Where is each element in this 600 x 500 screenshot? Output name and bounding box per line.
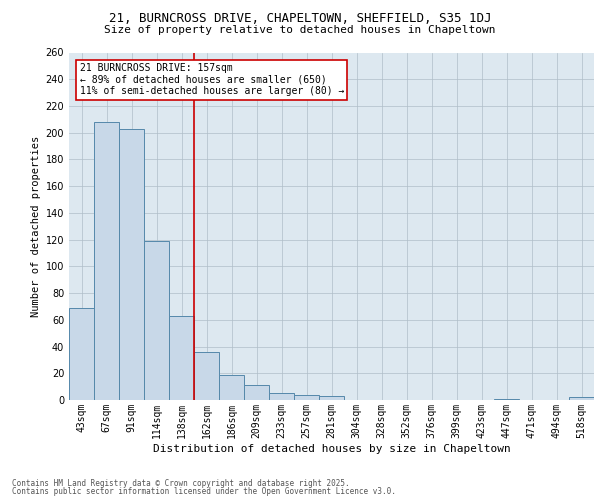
Text: 21 BURNCROSS DRIVE: 157sqm
← 89% of detached houses are smaller (650)
11% of sem: 21 BURNCROSS DRIVE: 157sqm ← 89% of deta…	[79, 63, 344, 96]
Text: Contains HM Land Registry data © Crown copyright and database right 2025.: Contains HM Land Registry data © Crown c…	[12, 478, 350, 488]
Bar	[144, 241, 169, 400]
Bar	[319, 396, 344, 400]
Bar	[69, 308, 94, 400]
Bar	[119, 128, 144, 400]
Bar	[269, 394, 294, 400]
Bar	[219, 374, 244, 400]
Bar	[494, 398, 519, 400]
Text: Contains public sector information licensed under the Open Government Licence v3: Contains public sector information licen…	[12, 487, 396, 496]
Y-axis label: Number of detached properties: Number of detached properties	[31, 136, 41, 317]
Bar	[169, 316, 194, 400]
Bar	[294, 394, 319, 400]
Bar	[569, 398, 594, 400]
Text: Size of property relative to detached houses in Chapeltown: Size of property relative to detached ho…	[104, 25, 496, 35]
Bar	[94, 122, 119, 400]
Bar	[244, 386, 269, 400]
Bar	[194, 352, 219, 400]
Text: 21, BURNCROSS DRIVE, CHAPELTOWN, SHEFFIELD, S35 1DJ: 21, BURNCROSS DRIVE, CHAPELTOWN, SHEFFIE…	[109, 12, 491, 26]
X-axis label: Distribution of detached houses by size in Chapeltown: Distribution of detached houses by size …	[152, 444, 511, 454]
